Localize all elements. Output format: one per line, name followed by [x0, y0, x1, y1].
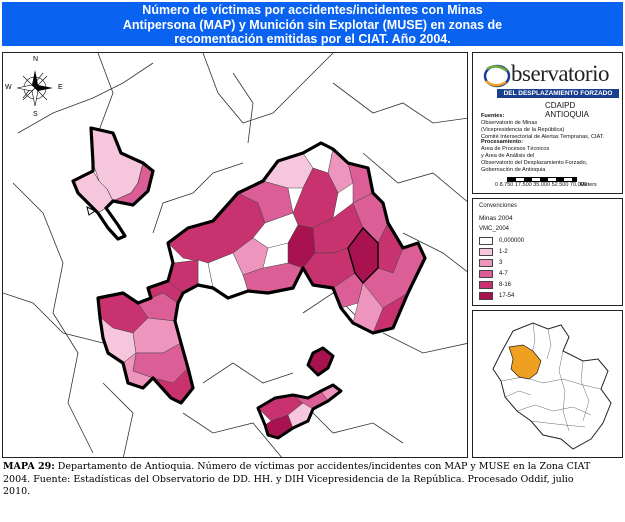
legend-label: 1-2 — [499, 249, 508, 255]
compass-rose-icon — [16, 70, 53, 107]
legend-row: 0,000000 — [479, 236, 524, 246]
legend-label: 4-7 — [499, 271, 508, 277]
legend-label: 8-16 — [499, 282, 512, 288]
legend-layer-name: Minas 2004 — [479, 215, 513, 222]
processing-line-2: y Area de Análisis del — [481, 153, 535, 159]
title-line-1: Número de víctimas por accidentes/incide… — [142, 3, 483, 17]
legend-label: 0,000000 — [499, 238, 525, 244]
processing-line-1: Area de Procesos Técnicos — [481, 146, 550, 152]
title-line-3: recomentación emitidas por el CIAT. Año … — [174, 32, 451, 46]
central-outline — [96, 141, 427, 405]
south-outline — [256, 383, 343, 440]
municipal-boundaries — [3, 53, 467, 457]
antioquia-highlight — [508, 344, 542, 380]
map-title: Número de víctimas por accidentes/incide… — [2, 2, 623, 46]
caption-label: MAPA 29: — [3, 461, 55, 472]
processing-line-4: Gobernación de Antioquia — [481, 167, 546, 173]
legend-title: Convenciones — [479, 203, 518, 209]
legend-panel: Convenciones Minas 2004 VMC_2004 0,00000… — [472, 198, 623, 306]
sources-label: Fuentes: — [481, 113, 505, 119]
compass-s-label: S — [33, 111, 38, 118]
logo-band: DEL DESPLAZAMIENTO FORZADO — [497, 89, 619, 98]
processing-label: Procesamiento: — [481, 139, 523, 145]
scale-numbers: 0 8.750 17.500 35.000 52.500 70.000 — [495, 182, 587, 188]
scale-unit: Meters — [580, 182, 597, 188]
legend-field-name: VMC_2004 — [479, 226, 510, 232]
scale-bar: 0 8.750 17.500 35.000 52.500 70.000 Mete… — [487, 177, 617, 193]
main-map[interactable]: N S E W — [2, 52, 468, 458]
region-southeast-small — [306, 346, 335, 377]
observatorio-logo: bservatorio DEL DESPLAZAMIENTO FORZADO C… — [481, 59, 619, 119]
compass-w-label: W — [5, 84, 12, 91]
legend-swatch — [479, 248, 493, 256]
legend-swatch — [479, 281, 493, 289]
sources-line-2: (Vicepresidencia de la República) — [481, 127, 565, 133]
region-south — [257, 384, 342, 439]
map-caption: MAPA 29: Departamento de Antioquia. Núme… — [3, 461, 603, 499]
colombia-outline — [492, 322, 612, 450]
colombia-locator-map — [492, 322, 612, 450]
legend-row: 1-2 — [479, 247, 508, 257]
scale-bar-graphic — [507, 177, 577, 182]
sources-block: Fuentes: Observatorio de Minas (Vicepres… — [481, 113, 621, 141]
legend-swatch — [479, 237, 493, 245]
logo-panel: bservatorio DEL DESPLAZAMIENTO FORZADO C… — [472, 52, 623, 194]
sources-line-1: Observatorio de Minas — [481, 120, 538, 126]
legend-swatch — [479, 270, 493, 278]
region-central — [167, 142, 426, 334]
processing-block: Procesamiento: Area de Procesos Técnicos… — [481, 139, 621, 174]
east-lobe-outline — [347, 226, 379, 285]
legend-label: 17-54 — [499, 293, 515, 299]
sources-line-3: Comité Intersectorial de Alertas Tempran… — [481, 134, 605, 140]
caption-text: Departamento de Antioquia. Número de víc… — [3, 461, 591, 497]
legend-label: 3 — [499, 260, 503, 266]
logo-subtitle: CDAIPD ANTIOQUIA — [545, 101, 590, 119]
legend-swatch — [479, 259, 493, 267]
legend-row: 8-16 — [479, 280, 511, 290]
locator-map[interactable] — [472, 310, 623, 458]
processing-line-3: Observatorio del Desplazamiento Forzado, — [481, 160, 588, 166]
region-northwest-tip — [86, 206, 96, 216]
compass-n-label: N — [33, 56, 39, 63]
legend-swatch — [479, 292, 493, 300]
legend-row: 3 — [479, 258, 502, 268]
northwest-outline — [71, 126, 155, 241]
legend-row: 17-54 — [479, 291, 514, 301]
map-canvas — [3, 53, 467, 457]
region-northwest — [72, 127, 154, 240]
compass-e-label: E — [58, 84, 63, 91]
department-boundaries — [500, 322, 602, 432]
legend-row: 4-7 — [479, 269, 508, 279]
logo-wordmark: bservatorio — [511, 61, 609, 86]
logo-rings-icon — [483, 64, 511, 88]
title-line-2: Antipersona (MAP) y Munición sin Explota… — [122, 17, 503, 32]
